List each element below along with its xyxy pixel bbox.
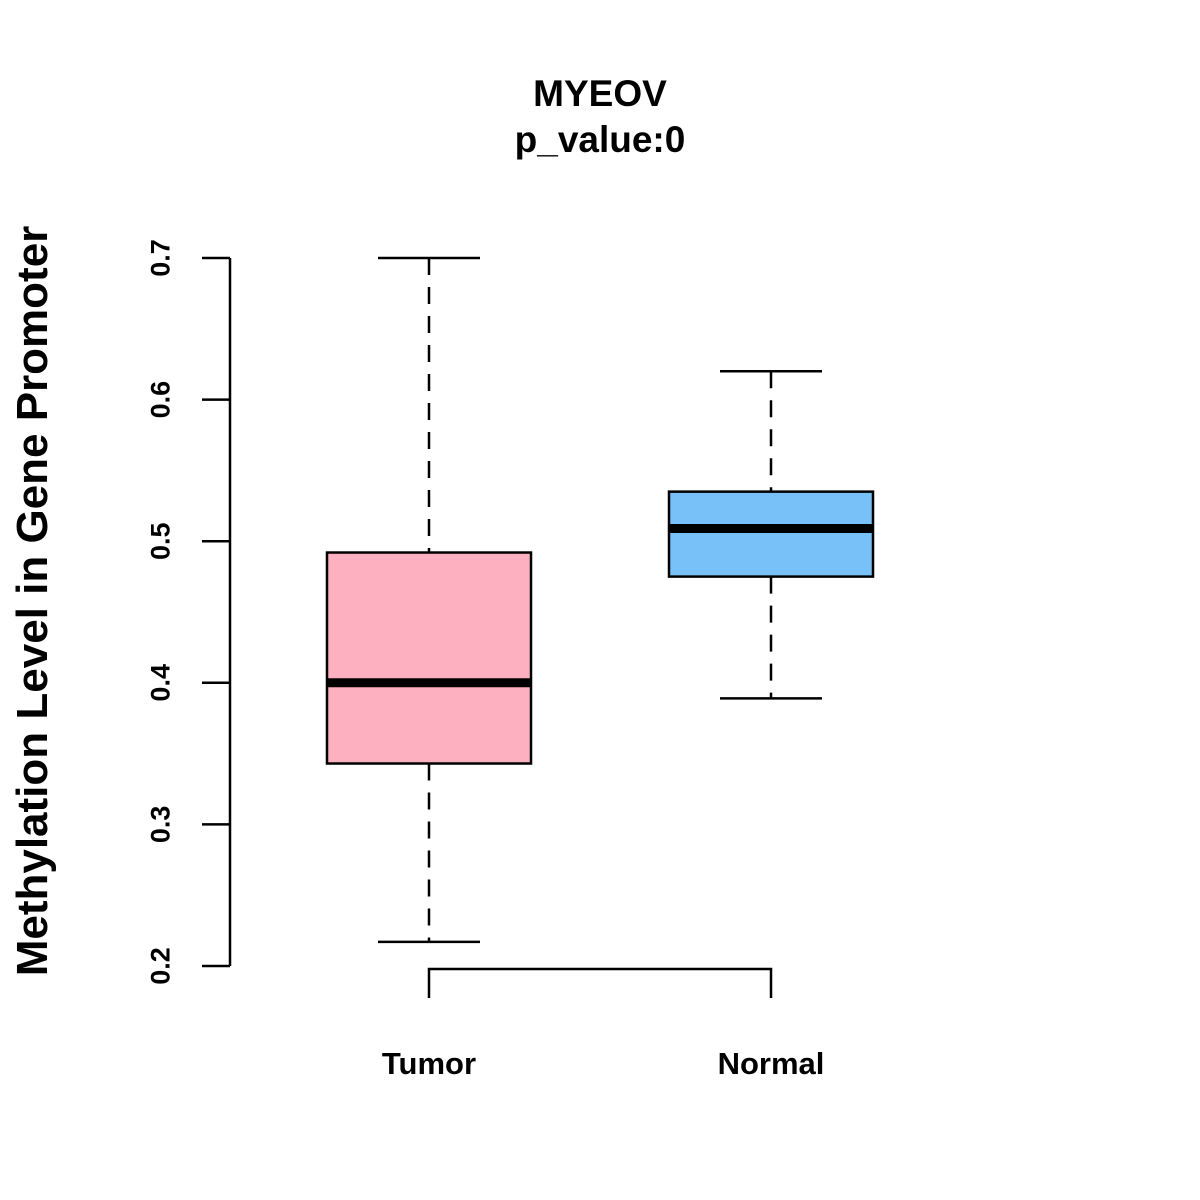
- y-axis: 0.2 0.3 0.4 0.5 0.6 0.7: [145, 239, 232, 985]
- y-axis-label: Methylation Level in Gene Promoter: [8, 226, 57, 977]
- iqr-box: [325, 551, 533, 765]
- category-label-normal: Normal: [718, 1046, 825, 1081]
- y-tick-label: 0.5: [145, 522, 175, 560]
- category-label-tumor: Tumor: [382, 1046, 476, 1081]
- y-tick-label: 0.4: [145, 664, 175, 702]
- chart-title: MYEOV: [533, 73, 667, 114]
- iqr-box: [667, 490, 875, 578]
- boxes: [325, 256, 875, 944]
- chart-subtitle: p_value:0: [515, 119, 686, 160]
- bracket-line: [427, 967, 773, 998]
- box-normal: [667, 370, 875, 700]
- y-tick-label: 0.3: [145, 806, 175, 844]
- y-tick-label: 0.2: [145, 947, 175, 985]
- box-tumor: [325, 256, 533, 944]
- y-tick-label: 0.7: [145, 239, 175, 277]
- significance-bracket: [427, 967, 773, 998]
- category-labels: Tumor Normal: [382, 1046, 824, 1081]
- y-tick-label: 0.6: [145, 381, 175, 419]
